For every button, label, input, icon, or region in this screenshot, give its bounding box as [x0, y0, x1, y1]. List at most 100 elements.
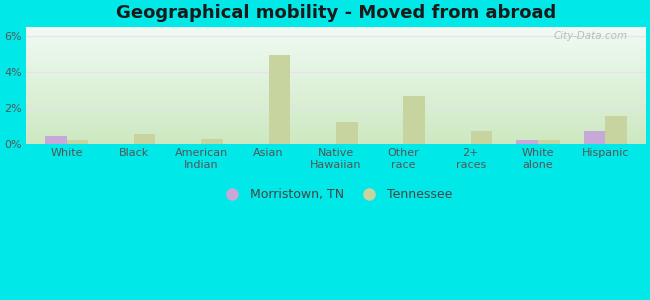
- Bar: [26, 43, 646, 44]
- Bar: [26, 52, 646, 53]
- Text: City-Data.com: City-Data.com: [553, 31, 627, 41]
- Bar: [26, 103, 646, 104]
- Bar: [26, 134, 646, 135]
- Bar: [268, 56, 290, 144]
- Bar: [26, 31, 646, 32]
- Bar: [26, 27, 646, 28]
- Bar: [26, 110, 646, 111]
- Bar: [517, 140, 538, 144]
- Bar: [26, 41, 646, 42]
- Bar: [26, 48, 646, 49]
- Bar: [26, 39, 646, 40]
- Bar: [26, 108, 646, 109]
- Bar: [26, 69, 646, 70]
- Bar: [66, 140, 88, 144]
- Bar: [26, 40, 646, 41]
- Bar: [336, 122, 358, 144]
- Bar: [26, 51, 646, 52]
- Bar: [26, 94, 646, 95]
- Bar: [26, 50, 646, 51]
- Bar: [26, 136, 646, 137]
- Bar: [26, 81, 646, 82]
- Bar: [26, 79, 646, 80]
- Bar: [26, 40, 646, 41]
- Bar: [26, 32, 646, 33]
- Bar: [26, 117, 646, 118]
- Bar: [26, 129, 646, 130]
- Bar: [26, 49, 646, 50]
- Bar: [26, 92, 646, 93]
- Bar: [26, 28, 646, 29]
- Bar: [26, 89, 646, 90]
- Bar: [26, 63, 646, 64]
- Bar: [26, 72, 646, 73]
- Bar: [26, 67, 646, 68]
- Bar: [605, 116, 627, 144]
- Bar: [26, 102, 646, 103]
- Bar: [26, 57, 646, 58]
- Bar: [26, 139, 646, 140]
- Bar: [26, 85, 646, 86]
- Bar: [26, 54, 646, 55]
- Bar: [26, 45, 646, 46]
- Bar: [26, 56, 646, 57]
- Bar: [26, 111, 646, 112]
- Bar: [26, 97, 646, 98]
- Bar: [26, 60, 646, 61]
- Bar: [471, 130, 492, 144]
- Bar: [26, 115, 646, 116]
- Bar: [26, 78, 646, 79]
- Bar: [26, 65, 646, 66]
- Bar: [26, 46, 646, 47]
- Bar: [403, 96, 425, 144]
- Bar: [26, 88, 646, 89]
- Bar: [26, 126, 646, 127]
- Bar: [26, 74, 646, 75]
- Bar: [26, 96, 646, 97]
- Bar: [26, 33, 646, 34]
- Bar: [26, 84, 646, 85]
- Bar: [134, 134, 155, 144]
- Bar: [26, 104, 646, 105]
- Bar: [26, 123, 646, 124]
- Bar: [26, 101, 646, 102]
- Bar: [26, 86, 646, 87]
- Bar: [26, 100, 646, 101]
- Bar: [26, 68, 646, 69]
- Bar: [26, 133, 646, 134]
- Bar: [26, 137, 646, 138]
- Bar: [26, 131, 646, 132]
- Bar: [26, 116, 646, 117]
- Bar: [26, 59, 646, 60]
- Bar: [26, 26, 646, 27]
- Bar: [26, 112, 646, 113]
- Bar: [26, 91, 646, 92]
- Bar: [26, 77, 646, 78]
- Bar: [26, 142, 646, 143]
- Bar: [26, 138, 646, 139]
- Bar: [26, 130, 646, 131]
- Bar: [26, 34, 646, 35]
- Bar: [26, 87, 646, 88]
- Bar: [26, 127, 646, 128]
- Bar: [26, 122, 646, 123]
- Bar: [26, 83, 646, 84]
- Bar: [26, 30, 646, 31]
- Bar: [26, 118, 646, 119]
- Bar: [26, 55, 646, 56]
- Bar: [26, 113, 646, 114]
- Bar: [26, 128, 646, 129]
- Bar: [202, 139, 223, 144]
- Bar: [26, 61, 646, 62]
- Bar: [26, 38, 646, 39]
- Bar: [26, 66, 646, 67]
- Bar: [26, 120, 646, 121]
- Bar: [26, 119, 646, 120]
- Bar: [26, 121, 646, 122]
- Bar: [26, 75, 646, 76]
- Bar: [584, 130, 605, 144]
- Bar: [26, 82, 646, 83]
- Bar: [26, 114, 646, 115]
- Bar: [26, 80, 646, 81]
- Bar: [538, 140, 560, 144]
